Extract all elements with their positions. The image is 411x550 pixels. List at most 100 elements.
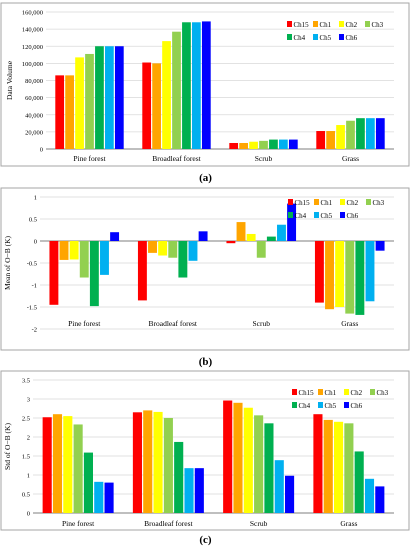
legend-item-ch4: Ch4 — [292, 402, 311, 410]
category-label-pine-forest: Pine forest — [62, 519, 95, 528]
bar-ch1-broadleaf-forest — [152, 63, 161, 149]
bar-ch5-pine-forest — [100, 241, 109, 275]
y-tick-label: 0.5 — [22, 492, 30, 499]
bar-ch2-scrub — [249, 141, 258, 149]
bar-ch4-broadleaf-forest — [182, 22, 191, 149]
y-axis-ticks: 0 20,000 40,000 60,000 80,000 100,000 120,000 1… — [22, 10, 43, 154]
y-tick-label: 100,000 — [22, 61, 43, 68]
legend-label-ch4: Ch4 — [294, 34, 306, 42]
bar-ch2-scrub — [246, 233, 256, 241]
category-label-scrub: Scrub — [253, 319, 271, 328]
legend-label-ch2: Ch2 — [346, 21, 358, 29]
bar-ch4-pine-forest — [89, 241, 99, 307]
y-tick-label: 160,000 — [22, 10, 43, 17]
legend-label-ch6: Ch6 — [346, 34, 358, 42]
category-label-grass: Grass — [340, 519, 357, 528]
legend-item-ch15: Ch15 — [287, 21, 309, 29]
bar-ch4-pine-forest — [83, 452, 93, 513]
legend-swatch-ch1 — [318, 389, 323, 395]
bar-ch3-scrub — [256, 241, 266, 258]
y-axis-ticks: 0 0.5 1 1.5 2 2.5 3 3.5 — [22, 378, 30, 518]
legend-swatch-ch3 — [370, 389, 375, 395]
category-label-grass: Grass — [341, 319, 358, 328]
legend-swatch-ch2 — [339, 21, 344, 27]
caption-c-text: (c) — [199, 534, 212, 546]
category-label-pine-forest: Pine forest — [68, 319, 101, 328]
legend-item-ch5: Ch5 — [313, 34, 332, 42]
legend-item-ch2: Ch2 — [340, 199, 359, 207]
legend-swatch-ch6 — [340, 212, 345, 218]
y-axis-label: Std of O−B (K) — [3, 423, 12, 470]
legend-label-ch15: Ch15 — [294, 21, 310, 29]
category-labels: Pine forest Broadleaf forest Scrub Grass — [62, 519, 358, 528]
y-tick-label: 3 — [27, 397, 30, 404]
chart-panel-b: -2 -1.5 -1 -0.5 0 0.5 1 Mean of O−B (K) Pine for… — [0, 187, 411, 352]
bar-ch4-scrub — [266, 236, 276, 241]
y-tick-label: 0 — [40, 147, 43, 154]
bar-ch15-grass — [313, 414, 323, 513]
legend-item-ch2: Ch2 — [339, 21, 358, 29]
bar-ch6-grass — [375, 241, 385, 251]
y-tick-label: 120,000 — [22, 44, 43, 51]
bar-ch3-grass — [346, 120, 355, 149]
bar-ch5-grass — [366, 118, 375, 149]
bar-ch15-pine-forest — [49, 241, 59, 305]
category-label-scrub: Scrub — [250, 519, 268, 528]
caption-b: (b) — [0, 356, 411, 368]
y-tick-label: 40,000 — [25, 112, 43, 119]
y-tick-label: -1.5 — [27, 305, 37, 312]
legend-swatch-ch15 — [292, 389, 297, 395]
legend-swatch-ch4 — [292, 402, 297, 408]
bar-ch15-broadleaf-forest — [142, 62, 152, 149]
bars — [49, 203, 385, 315]
caption-b-text: (b) — [198, 356, 213, 368]
y-tick-label: 0.5 — [29, 217, 37, 224]
bar-ch4-broadleaf-forest — [178, 241, 188, 278]
legend-item-ch4: Ch4 — [288, 212, 307, 220]
legend-item-ch6: Ch6 — [344, 402, 363, 410]
bar-ch4-scrub — [264, 423, 274, 513]
bar-ch3-pine-forest — [85, 53, 94, 149]
legend-label-ch1: Ch1 — [320, 21, 332, 29]
bar-ch1-pine-forest — [65, 75, 74, 149]
legend-label-ch6: Ch6 — [347, 212, 359, 220]
legend-label-ch2: Ch2 — [351, 389, 363, 397]
bar-ch2-grass — [335, 241, 345, 307]
legend-label-ch1: Ch1 — [321, 199, 333, 207]
y-tick-label: 20,000 — [25, 129, 43, 136]
legend-item-ch4: Ch4 — [287, 34, 306, 42]
legend-swatch-ch2 — [340, 199, 345, 205]
bar-ch6-broadleaf-forest — [198, 231, 208, 241]
bar-ch2-grass — [334, 421, 344, 513]
legend-item-ch2: Ch2 — [344, 389, 363, 397]
bar-ch3-pine-forest — [79, 241, 89, 278]
bar-ch4-scrub — [269, 139, 278, 149]
y-tick-label: 1.5 — [22, 454, 30, 461]
bar-ch6-broadleaf-forest — [201, 21, 211, 150]
category-label-broadleaf-forest: Broadleaf forest — [144, 519, 193, 528]
bar-ch3-scrub — [259, 140, 268, 149]
bar-ch2-pine-forest — [63, 416, 73, 513]
legend-swatch-ch5 — [318, 402, 323, 408]
category-label-broadleaf-forest: Broadleaf forest — [152, 154, 201, 163]
bar-ch4-broadleaf-forest — [174, 441, 184, 513]
y-tick-label: -2 — [32, 327, 37, 334]
chart-panel-c: 0 0.5 1 1.5 2 2.5 3 3.5 Std of O−B (K) Pine fores… — [0, 370, 411, 532]
bar-ch15-pine-forest — [55, 75, 65, 149]
y-tick-label: 0 — [27, 511, 30, 518]
legend-item-ch3: Ch3 — [365, 21, 384, 29]
bar-ch3-grass — [345, 241, 355, 314]
bar-ch5-scrub — [274, 460, 284, 513]
bar-ch3-grass — [344, 423, 354, 513]
legend-label-ch3: Ch3 — [373, 199, 385, 207]
bar-ch15-broadleaf-forest — [137, 241, 147, 301]
legend-swatch-ch3 — [365, 21, 370, 27]
bar-ch5-scrub — [279, 139, 288, 149]
y-tick-label: 3.5 — [22, 378, 30, 385]
y-tick-label: 0 — [34, 239, 37, 246]
category-label-pine-forest: Pine forest — [73, 154, 106, 163]
bar-ch3-broadleaf-forest — [168, 241, 178, 258]
legend-swatch-ch2 — [344, 389, 349, 395]
legend-item-ch15: Ch15 — [288, 199, 310, 207]
legend-swatch-ch15 — [288, 199, 293, 205]
